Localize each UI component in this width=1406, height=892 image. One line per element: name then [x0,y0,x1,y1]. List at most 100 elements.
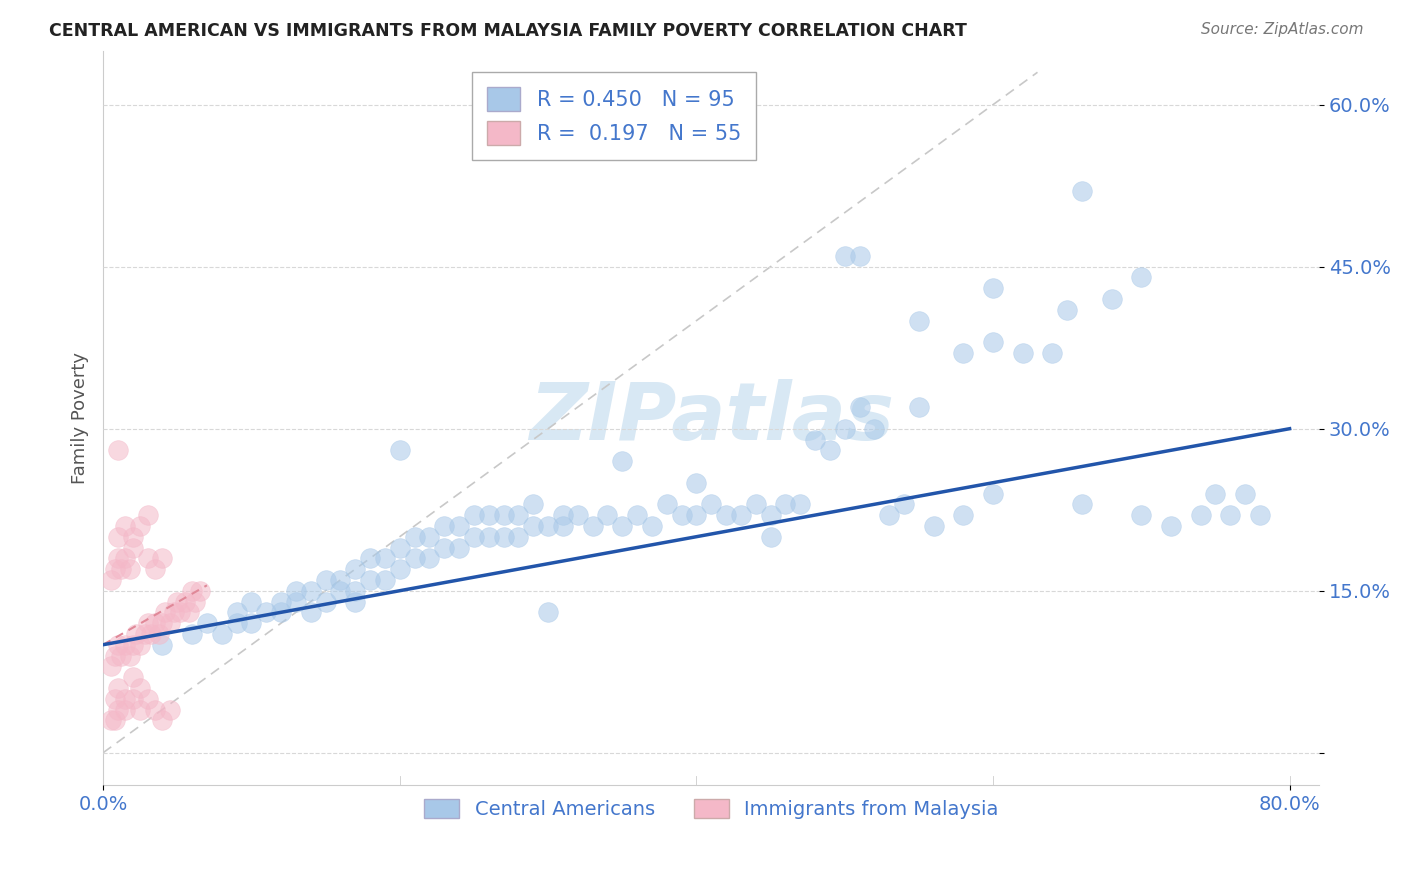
Point [818,443,841,458]
Point [125,627,148,641]
Point [952,508,974,522]
Point [136,508,159,522]
Point [195,616,218,631]
Point [159,702,181,716]
Point [100,573,122,587]
Point [612,519,634,533]
Point [834,422,856,436]
Point [478,508,501,522]
Point [404,551,426,566]
Point [100,659,122,673]
Point [143,616,166,631]
Point [107,443,129,458]
Point [981,335,1004,350]
Point [449,519,471,533]
Point [270,605,292,619]
Point [433,541,456,555]
Point [671,508,693,522]
Point [107,702,129,716]
Point [404,530,426,544]
Point [121,541,143,555]
Point [139,627,162,641]
Point [114,638,136,652]
Point [225,616,247,631]
Point [179,605,201,619]
Point [299,605,322,619]
Point [104,714,127,728]
Point [981,486,1004,500]
Point [284,583,307,598]
Point [104,691,127,706]
Point [225,605,247,619]
Point [537,605,560,619]
Point [254,605,277,619]
Point [118,562,141,576]
Point [908,314,931,328]
Text: Source: ZipAtlas.com: Source: ZipAtlas.com [1201,22,1364,37]
Point [163,605,186,619]
Point [537,519,560,533]
Point [1011,346,1033,360]
Point [159,616,181,631]
Point [433,519,456,533]
Point [492,530,515,544]
Point [522,497,544,511]
Point [567,508,589,522]
Point [1189,508,1212,522]
Point [155,605,177,619]
Point [118,648,141,663]
Point [714,508,737,522]
Point [184,594,207,608]
Point [374,573,396,587]
Point [181,627,204,641]
Point [344,594,367,608]
Point [114,691,136,706]
Point [1249,508,1271,522]
Point [107,681,129,695]
Point [152,714,174,728]
Point [893,497,915,511]
Point [730,508,752,522]
Point [129,702,152,716]
Point [136,691,159,706]
Point [1130,270,1153,285]
Point [789,497,811,511]
Point [100,714,122,728]
Point [551,519,574,533]
Point [344,562,367,576]
Point [388,541,411,555]
Point [759,508,782,522]
Point [449,541,471,555]
Point [121,670,143,684]
Point [626,508,648,522]
Point [329,573,352,587]
Point [152,638,174,652]
Point [110,562,132,576]
Point [107,551,129,566]
Point [463,508,485,522]
Point [134,627,156,641]
Point [700,497,723,511]
Point [478,530,501,544]
Point [848,400,870,414]
Point [173,594,195,608]
Point [744,497,766,511]
Point [492,508,515,522]
Legend: Central Americans, Immigrants from Malaysia: Central Americans, Immigrants from Malay… [416,790,1007,827]
Y-axis label: Family Poverty: Family Poverty [72,352,89,483]
Point [1056,302,1078,317]
Point [329,583,352,598]
Point [1234,486,1257,500]
Point [359,551,381,566]
Point [143,562,166,576]
Point [863,422,886,436]
Point [596,508,619,522]
Point [1219,508,1241,522]
Point [107,530,129,544]
Point [877,508,900,522]
Point [655,497,678,511]
Point [522,519,544,533]
Point [166,594,188,608]
Point [152,551,174,566]
Point [299,583,322,598]
